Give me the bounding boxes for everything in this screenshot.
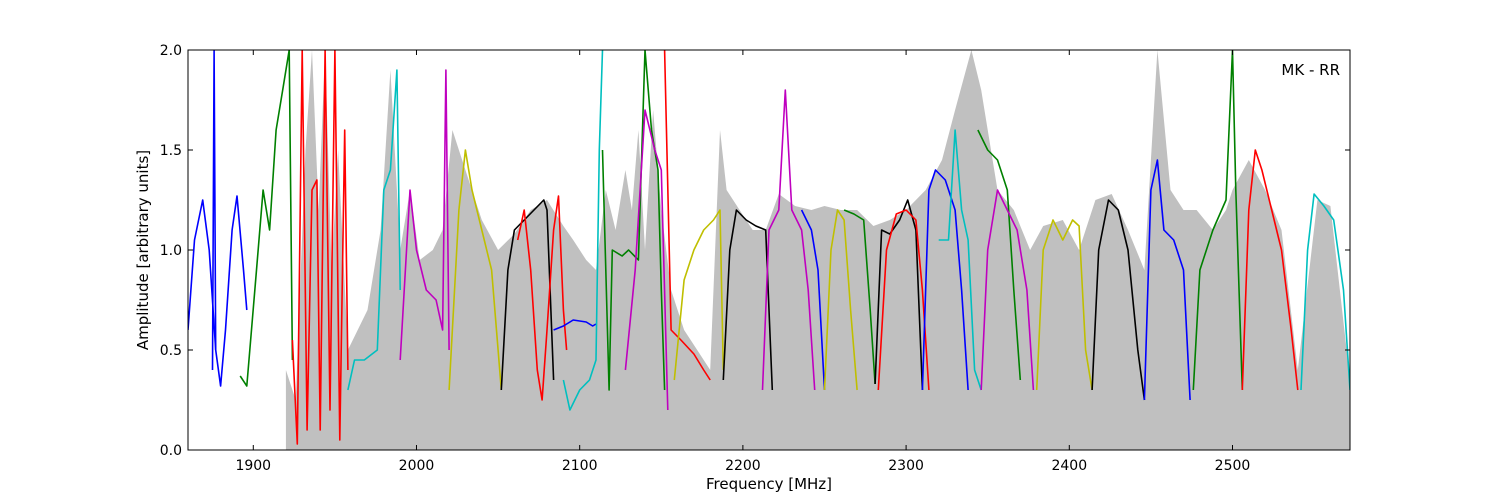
- x-tick-label: 2300: [888, 458, 924, 474]
- x-tick-label: 2100: [562, 458, 598, 474]
- series-line-green: [601, 50, 666, 391]
- series-line-black: [500, 199, 555, 391]
- series-line-cyan: [938, 129, 982, 391]
- plot-area: [188, 50, 1350, 450]
- x-tick-label: 1900: [235, 458, 271, 474]
- x-tick-label: 2400: [1051, 458, 1087, 474]
- series-line-blue: [553, 319, 597, 331]
- series-line-blue: [800, 209, 826, 391]
- series-line-magenta: [761, 89, 816, 391]
- series-line-black: [874, 199, 924, 391]
- series-line-magenta: [399, 69, 450, 361]
- series-layer: [188, 50, 1350, 445]
- series-line-olive: [448, 149, 503, 391]
- x-tick-label: 2000: [399, 458, 435, 474]
- y-axis: 0.0 0.5 1.0 1.5 2.0: [160, 43, 1350, 459]
- series-line-blue: [211, 50, 217, 371]
- series-line-green: [239, 50, 294, 387]
- series-line-red: [663, 50, 711, 381]
- series-line-red: [516, 195, 568, 401]
- series-line-green: [977, 129, 1022, 381]
- series-line-red: [291, 50, 349, 445]
- series-line-olive: [823, 209, 858, 391]
- x-axis: 1900 2000 2100 2200 2300 2400 2500: [235, 50, 1250, 474]
- x-axis-label: Frequency [MHz]: [706, 475, 832, 493]
- series-line-olive: [1035, 219, 1093, 391]
- series-line-cyan: [347, 69, 401, 391]
- chart-annotation: MK - RR: [1281, 61, 1340, 79]
- y-tick-label: 0.5: [160, 343, 182, 359]
- x-tick-label: 2500: [1215, 458, 1251, 474]
- series-line-magenta: [980, 189, 1035, 391]
- series-line-black: [1091, 199, 1146, 401]
- series-line-blue: [188, 195, 248, 387]
- x-tick-label: 2200: [725, 458, 761, 474]
- series-line-black: [722, 209, 774, 391]
- y-tick-label: 1.0: [160, 243, 182, 259]
- series-line-magenta: [624, 109, 669, 411]
- series-line-green: [1192, 50, 1244, 391]
- y-tick-label: 0.0: [160, 443, 182, 459]
- series-line-cyan: [562, 50, 604, 411]
- series-line-olive: [673, 209, 725, 381]
- y-tick-label: 1.5: [160, 143, 182, 159]
- series-line-blue: [1143, 159, 1191, 401]
- series-line-cyan: [1300, 193, 1350, 391]
- y-axis-label: Amplitude [arbitrary units]: [134, 150, 152, 350]
- series-line-red: [877, 209, 930, 391]
- series-line-green: [843, 209, 876, 385]
- series-line-blue: [921, 169, 969, 391]
- series-line-red: [1241, 149, 1299, 391]
- y-tick-label: 2.0: [160, 43, 182, 59]
